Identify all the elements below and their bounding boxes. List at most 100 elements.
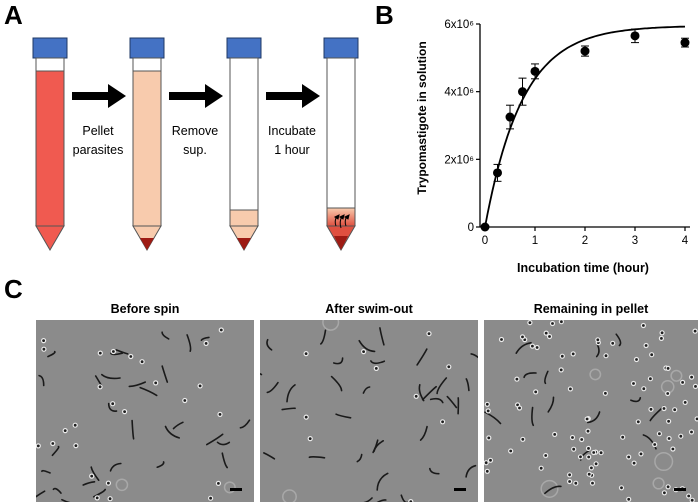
parasite-cell — [416, 348, 428, 366]
round-cell — [489, 458, 492, 462]
step-2-line-2: sup. — [183, 143, 207, 158]
parasite-cell — [82, 481, 96, 486]
round-cell — [304, 352, 308, 355]
parasite-cell — [286, 384, 296, 403]
round-cell — [140, 360, 144, 364]
round-cell — [485, 469, 489, 473]
parasite-cell — [139, 386, 158, 397]
round-cell — [586, 429, 590, 433]
chart-marks — [480, 25, 690, 232]
parasite-cell — [47, 350, 56, 358]
round-cell — [553, 433, 557, 436]
round-cell — [427, 332, 431, 335]
round-cell — [693, 329, 697, 333]
round-cell — [42, 347, 46, 351]
step-1-line-2: parasites — [72, 143, 124, 158]
tube-3 — [226, 37, 262, 251]
parasite-cell — [523, 372, 537, 379]
step-1-line-1: Pellet — [82, 124, 114, 138]
round-cell — [687, 494, 691, 498]
round-cell — [218, 413, 222, 416]
round-cell — [690, 430, 693, 434]
round-cell — [560, 354, 564, 358]
parasite-cell — [376, 472, 389, 491]
parasite-cell — [429, 397, 444, 404]
panel-label-a: A — [4, 0, 23, 30]
tube-2 — [129, 37, 165, 251]
cell-ring — [115, 478, 129, 492]
round-cell — [658, 432, 661, 436]
round-cell — [209, 496, 213, 500]
cell-ring — [589, 368, 602, 381]
parasite-cell — [419, 425, 428, 441]
parasite-cell — [172, 421, 184, 430]
parasite-cell — [61, 498, 71, 502]
parasite-cell — [400, 494, 408, 502]
step-3-line-1: Incubate — [268, 124, 316, 138]
y-tick-label: 2x10⁶ — [444, 154, 474, 166]
parasite-cell — [206, 433, 224, 446]
tube-3-cap — [226, 37, 262, 59]
round-cell — [535, 346, 539, 349]
round-cell — [590, 466, 593, 470]
tube-4 — [323, 37, 359, 251]
round-cell — [596, 338, 600, 342]
y-tick-label: 0 — [468, 222, 474, 234]
round-cell — [95, 496, 99, 500]
tube-schematic — [32, 37, 359, 251]
parasite-cell — [330, 375, 343, 392]
round-cell — [642, 324, 645, 327]
round-cell — [683, 401, 687, 404]
micrograph-before-spin — [36, 320, 254, 502]
round-cell — [666, 485, 670, 489]
round-cell — [667, 419, 670, 423]
round-cell — [662, 407, 666, 410]
parasite-cell — [465, 464, 477, 478]
panel-label-c: C — [4, 274, 23, 304]
parasite-cell — [36, 490, 46, 498]
parasite-cell — [90, 466, 100, 481]
parasite-cell — [281, 407, 296, 411]
round-cell — [580, 438, 584, 441]
micrograph-title-3: Remaining in pellet — [533, 302, 649, 316]
round-cell — [644, 344, 648, 347]
round-cell — [36, 444, 40, 448]
data-point — [680, 38, 690, 48]
parasite-cell — [186, 334, 192, 352]
parasite-cell — [544, 485, 562, 495]
parasite-cell — [370, 360, 386, 365]
fit-curve — [484, 25, 686, 228]
round-cell — [671, 447, 675, 451]
round-cell — [447, 365, 451, 369]
round-cell — [571, 436, 574, 439]
step-arrow-2 — [169, 84, 223, 108]
parasite-cell — [376, 499, 387, 502]
parasite-cell — [470, 353, 478, 359]
swim-out-chart: Trypomastigote in solution Incubation ti… — [415, 19, 690, 275]
tube-1-tip — [35, 225, 65, 251]
round-cell — [486, 409, 490, 413]
round-cell — [107, 481, 110, 485]
parasite-cell — [92, 488, 106, 498]
round-cell — [592, 451, 596, 454]
round-cell — [604, 391, 607, 395]
parasite-cell — [110, 352, 124, 356]
parasite-cell — [547, 396, 555, 413]
micrograph-title-1: Before spin — [110, 302, 180, 316]
parasite-cell — [333, 357, 344, 365]
parasite-cell — [156, 461, 165, 468]
parasite-cell — [630, 397, 642, 403]
step-3-label: Incubate 1 hour — [252, 122, 332, 161]
round-cell — [308, 437, 312, 440]
scale-bar — [454, 488, 466, 491]
parasite-cell — [320, 329, 327, 345]
round-cell — [649, 377, 652, 381]
data-point — [530, 66, 540, 76]
parasite-cell — [38, 374, 45, 387]
round-cell — [42, 339, 45, 342]
round-cell — [663, 491, 666, 495]
round-cell — [649, 407, 653, 411]
parasite-cell — [41, 469, 51, 474]
round-cell — [539, 466, 543, 470]
cell-ring — [540, 479, 559, 498]
